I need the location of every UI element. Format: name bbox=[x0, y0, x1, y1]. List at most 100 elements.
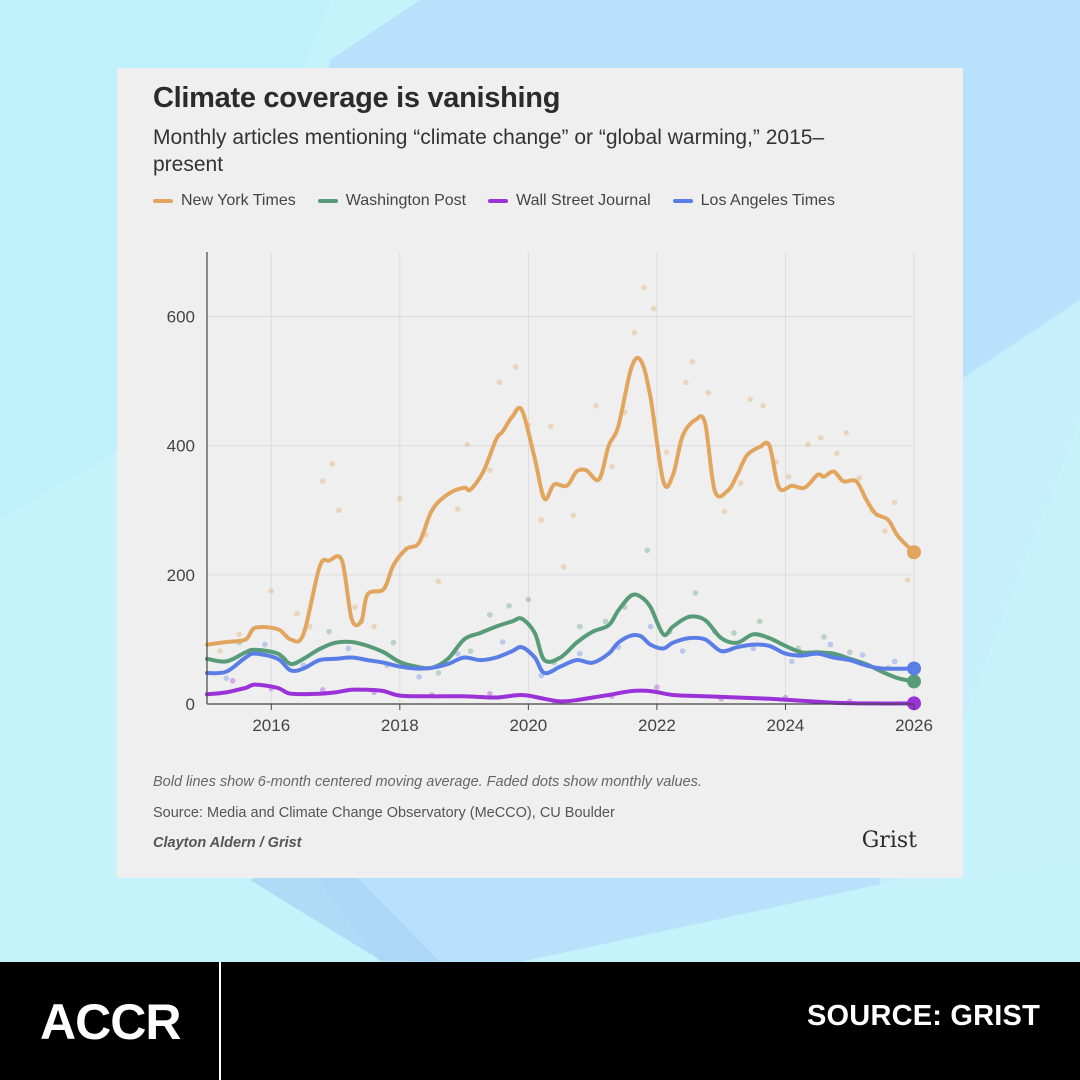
monthly-dot-los-angeles-times bbox=[679, 648, 686, 654]
legend-label-wapo: Washington Post bbox=[345, 192, 467, 209]
x-tick-label: 2016 bbox=[252, 716, 290, 735]
chart-card: Climate coverage is vanishing Monthly ar… bbox=[117, 68, 963, 878]
monthly-dot-new-york-times bbox=[805, 441, 811, 448]
monthly-dot-los-angeles-times bbox=[859, 652, 866, 658]
chart-title: Climate coverage is vanishing bbox=[153, 82, 561, 114]
monthly-dot-los-angeles-times bbox=[416, 674, 422, 680]
monthly-dot-los-angeles-times bbox=[223, 675, 230, 681]
monthly-dot-new-york-times bbox=[454, 506, 461, 512]
monthly-dot-new-york-times bbox=[538, 517, 545, 523]
monthly-dot-new-york-times bbox=[307, 623, 313, 630]
monthly-dot-los-angeles-times bbox=[262, 641, 268, 648]
monthly-dot-new-york-times bbox=[891, 499, 898, 506]
grid-layer bbox=[207, 252, 915, 704]
x-tick-label: 2020 bbox=[509, 716, 547, 735]
chart-credit: Clayton Aldern / Grist bbox=[153, 835, 302, 851]
monthly-dot-washington-post bbox=[644, 547, 651, 554]
x-tick-label: 2022 bbox=[638, 716, 676, 735]
y-tick-label: 0 bbox=[186, 695, 195, 714]
monthly-dot-los-angeles-times bbox=[789, 658, 795, 665]
scatter-dots-layer bbox=[217, 284, 911, 705]
x-tick-label: 2026 bbox=[895, 716, 933, 735]
series-endpoint-new-york-times bbox=[907, 545, 921, 560]
monthly-dot-new-york-times bbox=[760, 402, 766, 409]
monthly-dot-new-york-times bbox=[570, 512, 577, 519]
legend-label-wsj: Wall Street Journal bbox=[516, 192, 651, 209]
monthly-dot-new-york-times bbox=[464, 441, 471, 448]
monthly-dot-new-york-times bbox=[371, 623, 377, 630]
monthly-dot-new-york-times bbox=[335, 507, 342, 514]
monthly-dot-new-york-times bbox=[737, 480, 744, 486]
monthly-dot-new-york-times bbox=[747, 396, 753, 403]
monthly-dot-new-york-times bbox=[268, 588, 275, 594]
monthly-dot-los-angeles-times bbox=[891, 658, 898, 665]
series-endpoint-wall-street-journal bbox=[907, 696, 921, 711]
monthly-dot-wall-street-journal bbox=[487, 690, 493, 697]
monthly-dot-washington-post bbox=[731, 630, 737, 636]
legend-item-lat: Los Angeles Times bbox=[672, 192, 835, 210]
monthly-dot-los-angeles-times bbox=[499, 639, 506, 645]
monthly-dot-new-york-times bbox=[882, 528, 888, 534]
monthly-dot-new-york-times bbox=[641, 284, 647, 291]
monthly-dot-new-york-times bbox=[496, 379, 503, 386]
accr-logo: ACCR bbox=[40, 994, 181, 1050]
y-tick-label: 600 bbox=[167, 308, 195, 327]
monthly-dot-wall-street-journal bbox=[229, 677, 236, 684]
series-lines-layer bbox=[205, 355, 921, 711]
monthly-dot-los-angeles-times bbox=[345, 645, 352, 652]
monthly-dot-los-angeles-times bbox=[454, 650, 461, 657]
axis-layer: 0 200 400 600 2016 2018 2020 2022 2024 2026 bbox=[167, 252, 933, 735]
legend-swatch-nyt bbox=[153, 199, 173, 203]
grist-logo: Grist bbox=[861, 828, 917, 853]
monthly-dot-washington-post bbox=[821, 634, 827, 640]
monthly-dot-los-angeles-times bbox=[750, 645, 757, 652]
monthly-dot-new-york-times bbox=[217, 648, 223, 654]
monthly-dot-new-york-times bbox=[904, 577, 911, 583]
legend-item-wsj: Wall Street Journal bbox=[488, 192, 651, 210]
monthly-dot-new-york-times bbox=[843, 430, 850, 436]
monthly-dot-washington-post bbox=[756, 618, 763, 625]
monthly-dot-wall-street-journal bbox=[319, 686, 326, 693]
monthly-dot-new-york-times bbox=[650, 306, 657, 312]
monthly-dot-new-york-times bbox=[435, 578, 442, 585]
chart-note: Bold lines show 6-month centered moving … bbox=[153, 774, 702, 790]
series-line-washington-post bbox=[205, 592, 916, 684]
monthly-dot-washington-post bbox=[576, 623, 583, 630]
monthly-dot-new-york-times bbox=[721, 508, 728, 515]
monthly-dot-washington-post bbox=[525, 596, 532, 603]
series-line-new-york-times bbox=[205, 355, 916, 647]
monthly-dot-new-york-times bbox=[663, 449, 670, 455]
monthly-dot-washington-post bbox=[846, 649, 853, 656]
monthly-dot-new-york-times bbox=[487, 467, 493, 474]
monthly-dot-washington-post bbox=[467, 648, 474, 654]
monthly-dot-new-york-times bbox=[560, 564, 567, 570]
monthly-dot-washington-post bbox=[487, 612, 493, 618]
series-endpoint-washington-post bbox=[907, 674, 921, 689]
monthly-dot-new-york-times bbox=[593, 402, 599, 409]
monthly-dot-washington-post bbox=[602, 618, 609, 625]
footer-divider bbox=[219, 962, 221, 1080]
monthly-dot-new-york-times bbox=[856, 475, 863, 481]
monthly-dot-los-angeles-times bbox=[827, 641, 834, 648]
monthly-dot-washington-post bbox=[326, 628, 332, 635]
monthly-dot-new-york-times bbox=[705, 389, 712, 396]
monthly-dot-los-angeles-times bbox=[576, 650, 583, 657]
monthly-dot-new-york-times bbox=[352, 604, 358, 610]
footer-bar: ACCR SOURCE: GRIST bbox=[0, 962, 1080, 1080]
monthly-dot-washington-post bbox=[692, 590, 699, 596]
monthly-dot-new-york-times bbox=[834, 450, 840, 457]
monthly-dot-washington-post bbox=[390, 639, 397, 646]
monthly-dot-los-angeles-times bbox=[647, 623, 654, 630]
legend-swatch-wapo bbox=[317, 199, 338, 203]
chart-subtitle: Monthly articles mentioning “climate cha… bbox=[153, 126, 825, 176]
background-shape-bottom bbox=[250, 850, 440, 962]
monthly-dot-new-york-times bbox=[512, 364, 519, 370]
series-line-los-angeles-times bbox=[205, 632, 916, 676]
monthly-dot-new-york-times bbox=[689, 358, 696, 365]
chart-legend: New York Times Washington Post Wall Stre… bbox=[153, 192, 835, 210]
monthly-dot-new-york-times bbox=[319, 478, 326, 485]
legend-item-nyt: New York Times bbox=[153, 192, 296, 210]
legend-label-nyt: New York Times bbox=[181, 192, 296, 209]
chart-source: Source: Media and Climate Change Observa… bbox=[153, 805, 615, 821]
monthly-dot-washington-post bbox=[506, 603, 512, 609]
